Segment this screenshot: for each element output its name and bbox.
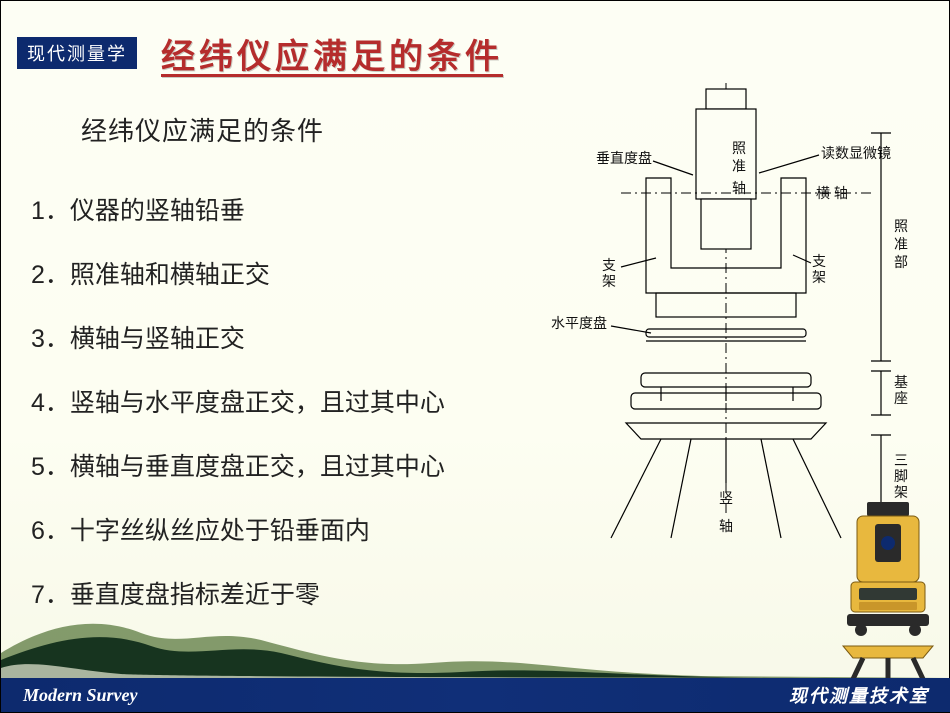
theodolite-diagram: 垂直度盘 支架 水平度盘 读数显微镜 横 轴 支架 照准轴 竖 轴 照准部 基座… bbox=[541, 83, 941, 563]
label-support-right: 支架 bbox=[812, 253, 826, 285]
label-vertical-circle: 垂直度盘 bbox=[596, 150, 652, 166]
label-support-left: 支架 bbox=[602, 257, 616, 289]
conditions-list: 1．仪器的竖轴铅垂 2．照准轴和横轴正交 3．横轴与竖轴正交 4．竖轴与水平度盘… bbox=[31, 191, 531, 639]
course-badge: 现代测量学 bbox=[17, 37, 137, 69]
slide-subtitle: 经纬仪应满足的条件 bbox=[81, 111, 324, 148]
label-horizontal-circle: 水平度盘 bbox=[551, 315, 607, 331]
total-station-icon bbox=[833, 496, 943, 696]
list-item: 4．竖轴与水平度盘正交，且过其中心 bbox=[31, 383, 531, 419]
footer-left: Modern Survey bbox=[23, 685, 138, 706]
list-item: 5．横轴与垂直度盘正交，且过其中心 bbox=[31, 447, 531, 483]
label-vertical-axis-2: 轴 bbox=[719, 518, 733, 534]
list-item: 1．仪器的竖轴铅垂 bbox=[31, 191, 531, 227]
label-horizontal-axis: 横 轴 bbox=[816, 185, 848, 201]
list-item: 7．垂直度盘指标差近于零 bbox=[31, 575, 531, 611]
footer-bar: Modern Survey 现代测量技术室 bbox=[1, 678, 950, 712]
slide-title: 经纬仪应满足的条件 bbox=[161, 29, 503, 78]
footer-right: 现代测量技术室 bbox=[789, 682, 929, 708]
slide: 现代测量学 经纬仪应满足的条件 经纬仪应满足的条件 1．仪器的竖轴铅垂 2．照准… bbox=[0, 0, 950, 713]
label-base: 基座 bbox=[894, 374, 908, 406]
list-item: 3．横轴与竖轴正交 bbox=[31, 319, 531, 355]
list-item: 6．十字丝纵丝应处于铅垂面内 bbox=[31, 511, 531, 547]
label-sight-axis: 照准轴 bbox=[732, 140, 746, 196]
label-vertical-axis-1: 竖 bbox=[719, 490, 733, 506]
label-tripod: 三脚架 bbox=[894, 452, 908, 500]
list-item: 2．照准轴和横轴正交 bbox=[31, 255, 531, 291]
label-alidade: 照准部 bbox=[894, 218, 908, 270]
